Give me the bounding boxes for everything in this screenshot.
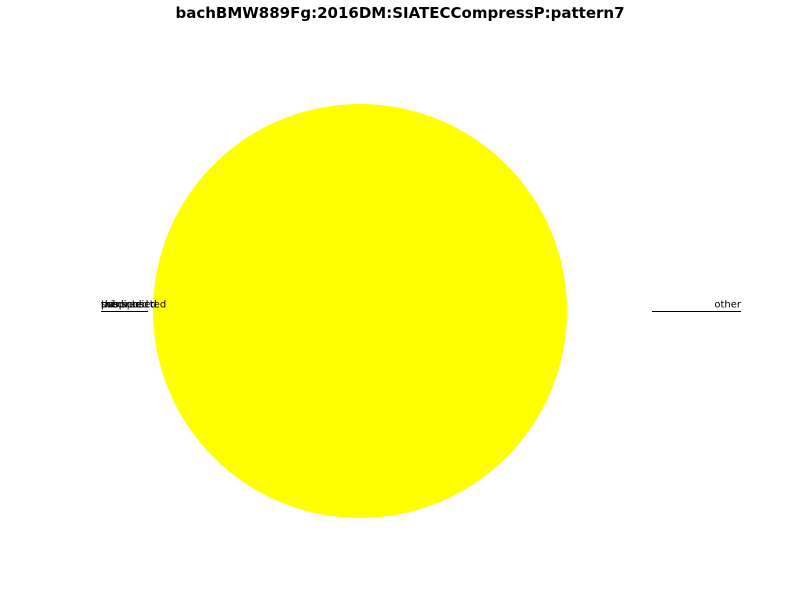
pie-label-transposed: transposed — [101, 300, 157, 311]
pie-slices — [153, 104, 567, 518]
pie-label-other-group: other — [652, 300, 742, 312]
pie-labels: other tlrmispredictedtransposedpredicteds… — [101, 300, 742, 312]
pie-label-tlr: tlr — [101, 300, 113, 311]
pie-label-sub-group: sub — [101, 300, 148, 312]
pie-label-sub: sub — [101, 300, 119, 311]
pie-label-predicted: predicted — [101, 300, 148, 311]
pie-label-mispredicted: mispredicted — [101, 300, 166, 311]
pie-label-other: other — [714, 300, 742, 311]
pie-slice-other — [153, 104, 567, 518]
chart-title: bachBMW889Fg:2016DM:SIATECCompressP:patt… — [175, 4, 624, 22]
